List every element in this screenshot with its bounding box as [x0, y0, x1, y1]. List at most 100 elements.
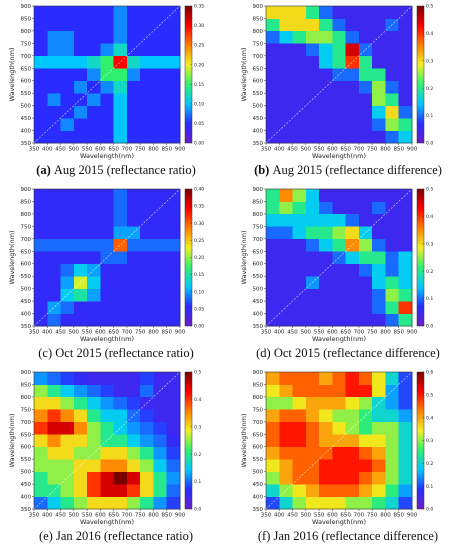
heat-cell	[113, 372, 128, 385]
heat-cell	[87, 301, 101, 314]
heat-cell	[398, 201, 413, 215]
x-tick-label: 400	[42, 330, 53, 336]
heat-cell	[34, 68, 48, 82]
x-tick-label: 400	[274, 330, 285, 336]
colorbar-tick-label: 0.2	[194, 452, 201, 458]
colorbar-tick-label: 0.4	[194, 397, 201, 403]
heat-cell	[126, 459, 141, 472]
heat-cell	[47, 105, 61, 119]
heat-cell	[305, 55, 320, 69]
heat-cell	[398, 459, 413, 472]
heat-cell	[292, 93, 307, 106]
x-tick-label: 700	[122, 147, 133, 153]
heat-cell	[140, 409, 154, 423]
heat-cell	[358, 6, 373, 19]
x-tick-label: 650	[108, 513, 119, 519]
y-tick-label: 450	[253, 299, 264, 305]
heat-cell	[140, 93, 154, 106]
heat-cell	[266, 251, 280, 265]
heat-cell	[73, 238, 88, 252]
heat-cell	[372, 384, 386, 398]
heat-cell	[319, 93, 333, 106]
y-tick-label: 650	[253, 432, 264, 438]
heat-cell	[292, 251, 307, 265]
heat-cell	[305, 384, 320, 398]
heat-cell	[385, 434, 400, 448]
y-tick-label: 850	[21, 16, 32, 22]
heat-cell	[345, 105, 360, 119]
heat-cell	[345, 55, 360, 69]
heat-cell	[319, 213, 333, 227]
heat-cell	[140, 421, 154, 435]
y-tick-label: 350	[253, 324, 264, 330]
heat-cell	[126, 68, 141, 82]
heat-cell	[292, 459, 307, 472]
heat-cell	[319, 434, 333, 448]
heat-cell	[140, 288, 154, 302]
heat-cell	[332, 288, 346, 302]
x-tick-label: 500	[69, 330, 80, 336]
heat-cell	[73, 471, 88, 485]
colorbar-tick-label: 0.3	[194, 424, 201, 430]
heat-cell	[73, 446, 88, 460]
heat-cell	[332, 301, 346, 314]
x-tick-label: 400	[274, 147, 285, 153]
heat-cell	[385, 43, 400, 57]
heat-cell	[126, 130, 141, 144]
heat-cell	[60, 276, 75, 289]
heat-cell	[345, 30, 360, 44]
y-tick-label: 900	[253, 370, 264, 376]
heat-cell	[319, 384, 333, 398]
heat-cell	[345, 409, 360, 423]
y-tick-label: 500	[253, 470, 264, 476]
colorbar-tick-label: 0.3	[426, 241, 433, 247]
x-tick-label: 800	[380, 330, 391, 336]
heat-cell	[332, 30, 346, 44]
y-tick-label: 600	[21, 79, 32, 85]
y-tick-label: 650	[21, 66, 32, 72]
colorbar	[416, 5, 425, 144]
heat-cell	[305, 130, 320, 144]
heat-cell	[100, 471, 114, 485]
y-tick-label: 750	[21, 41, 32, 47]
heat-cell	[73, 68, 88, 82]
heat-cell	[279, 301, 293, 314]
heat-cell	[34, 189, 48, 202]
x-tick-label: 500	[69, 513, 80, 519]
heat-cell	[266, 301, 280, 314]
heat-cell	[358, 301, 373, 314]
heat-cell	[398, 434, 413, 448]
heat-cell	[292, 496, 307, 510]
diagonal	[33, 188, 181, 327]
heat-cell	[100, 213, 114, 227]
x-tick-label: 450	[55, 330, 66, 336]
heat-cell	[332, 372, 346, 385]
heat-cell	[319, 471, 333, 485]
heat-cell	[305, 105, 320, 119]
caption: (b) Aug 2015 (reflectance difference)	[254, 163, 442, 177]
heat-cell	[60, 459, 75, 472]
colorbar-tick-label: 0.30	[194, 23, 204, 29]
colorbar-tick-label: 0.1	[426, 113, 433, 119]
heat-cell	[153, 93, 168, 106]
heat-cell	[305, 189, 320, 202]
y-tick-label: 400	[21, 495, 32, 501]
heat-cell	[100, 276, 114, 289]
caption: (d) Oct 2015 (reflectance difference)	[256, 346, 440, 360]
heat-cell	[140, 43, 154, 57]
heat-cell	[113, 130, 128, 144]
heat-cell	[279, 434, 293, 448]
heat-cell	[398, 43, 413, 57]
heat-cell	[372, 409, 386, 423]
heat-cell	[60, 93, 75, 106]
heat-cell	[332, 459, 346, 472]
heat-cell	[266, 80, 280, 94]
heat-cell	[47, 459, 61, 472]
x-tick-label: 850	[393, 330, 404, 336]
heat-cell	[372, 288, 386, 302]
heat-cell	[345, 80, 360, 94]
heat-cell	[113, 251, 128, 265]
panel: 350 400 450 500 550 600 650 700 750 800 850 9003504…	[240, 4, 442, 177]
heat-cell	[34, 251, 48, 265]
heat-cell	[332, 18, 346, 32]
